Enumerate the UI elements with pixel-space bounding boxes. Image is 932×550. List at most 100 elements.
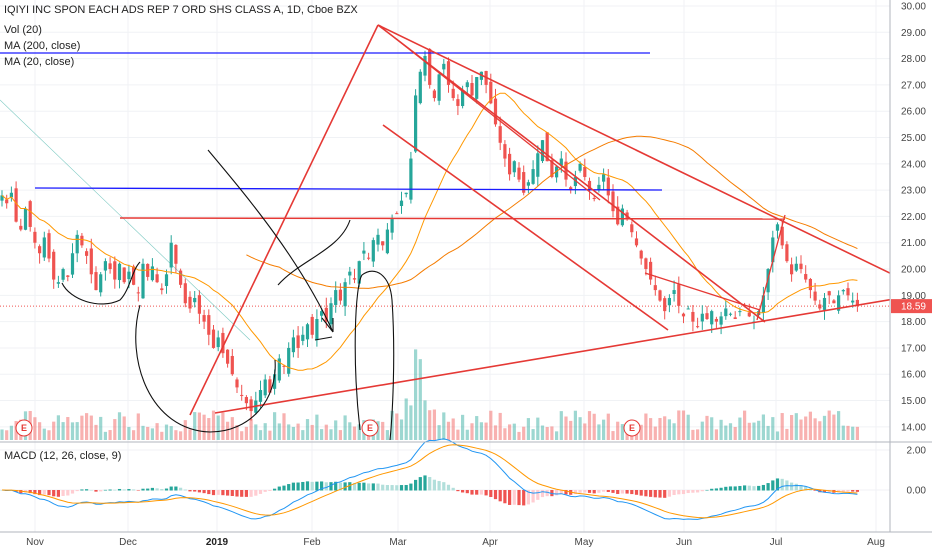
volume-bar: [268, 430, 272, 440]
candle-body: [799, 263, 803, 270]
volume-bar: [522, 426, 526, 440]
macd-label[interactable]: MACD (12, 26, close, 9): [4, 450, 122, 462]
volume-bar: [38, 422, 42, 440]
macd-histogram-bar: [846, 490, 850, 492]
volume-bar: [9, 425, 13, 440]
volume-bar: [47, 430, 51, 440]
candle-body: [785, 244, 789, 262]
macd-histogram-bar: [752, 486, 756, 491]
volume-bar: [757, 420, 761, 440]
indicator-ma200[interactable]: MA (200, close): [4, 40, 81, 52]
candle-body: [597, 184, 601, 191]
volume-bar: [334, 420, 338, 440]
macd-histogram-bar: [733, 486, 737, 491]
trendline-drawings: [0, 24, 901, 441]
volume-bar: [456, 429, 460, 440]
macd-histogram-bar: [75, 490, 79, 492]
volume-bar: [705, 415, 709, 440]
macd-histogram-bar: [672, 490, 676, 496]
volume-bar: [315, 414, 319, 440]
volume-bar: [611, 431, 615, 440]
macd-histogram-bar: [428, 477, 432, 491]
volume-bar: [258, 430, 263, 440]
candle-body: [258, 390, 263, 402]
candle-body: [569, 187, 573, 191]
volume-bar: [75, 422, 79, 440]
candle-body: [103, 261, 107, 271]
candle-body: [700, 313, 704, 322]
candle-body: [719, 316, 723, 325]
candle-body: [564, 161, 568, 180]
macd-histogram-bar: [484, 490, 488, 496]
macd-histogram-bar: [663, 490, 667, 498]
macd-histogram-bar: [150, 487, 154, 491]
volume-bar: [583, 423, 587, 440]
candle-body: [592, 197, 596, 199]
volume-bar: [85, 413, 89, 440]
macd-histogram-bar: [649, 490, 653, 497]
volume-bar: [851, 426, 855, 440]
volume-bar: [277, 423, 281, 440]
macd-histogram-bar: [174, 486, 178, 491]
macd-histogram-bar: [696, 490, 700, 493]
volume-bar: [273, 412, 277, 440]
candle-body: [47, 233, 51, 259]
candle-body: [442, 63, 446, 70]
macd-histogram-bar: [602, 490, 606, 492]
candle-body: [846, 288, 850, 296]
volume-bar: [785, 428, 789, 440]
time-tick-label: Aug: [867, 537, 885, 548]
time-tick-label: Apr: [482, 537, 498, 548]
volume-bar: [465, 429, 469, 440]
volume-bar: [108, 430, 112, 440]
macd-histogram-bar: [85, 489, 89, 491]
candle-body: [33, 231, 37, 243]
volume-bar: [761, 414, 765, 440]
candle-body: [52, 251, 56, 280]
candle-body: [804, 274, 808, 280]
handle-shape: [61, 261, 141, 305]
candle-body: [418, 71, 422, 104]
macd-histogram-bar: [766, 483, 770, 491]
macd-histogram-bar: [80, 489, 84, 491]
macd-histogram-bar: [348, 482, 352, 491]
candle-body: [658, 290, 662, 301]
macd-histogram-bar: [531, 490, 535, 503]
dash-mark: [314, 336, 333, 341]
volume-bar: [320, 429, 324, 440]
volume-bar: [244, 426, 248, 440]
volume-bar: [653, 426, 657, 440]
volume-bar: [197, 412, 201, 440]
macd-histogram-bar: [583, 490, 587, 493]
macd-histogram-bar: [66, 490, 70, 496]
volume-bar: [616, 421, 620, 440]
signal-line: [1, 444, 858, 519]
price-tick-label: 22.00: [901, 212, 926, 223]
volume-bar: [606, 413, 610, 440]
macd-histogram-bar: [89, 489, 93, 491]
candle-body: [456, 99, 460, 106]
volume-bar: [183, 420, 187, 440]
candle-body: [775, 224, 780, 231]
earnings-badge: [15, 419, 33, 437]
volume-bar: [479, 422, 483, 440]
indicator-volume[interactable]: Vol (20): [4, 24, 42, 36]
volume-bar: [714, 429, 718, 440]
price-tick-label: 28.00: [901, 54, 926, 65]
volume-bar: [56, 415, 60, 440]
volume-bar: [352, 426, 357, 440]
candle-body: [446, 61, 451, 85]
candle-body: [14, 188, 18, 222]
volume-bar: [771, 417, 775, 440]
volume-bar: [461, 414, 465, 440]
candle-body: [728, 313, 733, 315]
macd-histogram-bar: [667, 490, 671, 497]
macd-histogram-bar: [710, 488, 714, 491]
macd-histogram-bar: [56, 490, 60, 497]
volume-bar: [719, 419, 723, 440]
candle-body: [733, 317, 737, 320]
price-tick-label: 25.00: [901, 133, 926, 144]
indicator-ma20[interactable]: MA (20, close): [4, 56, 75, 68]
candle-body: [691, 311, 695, 322]
